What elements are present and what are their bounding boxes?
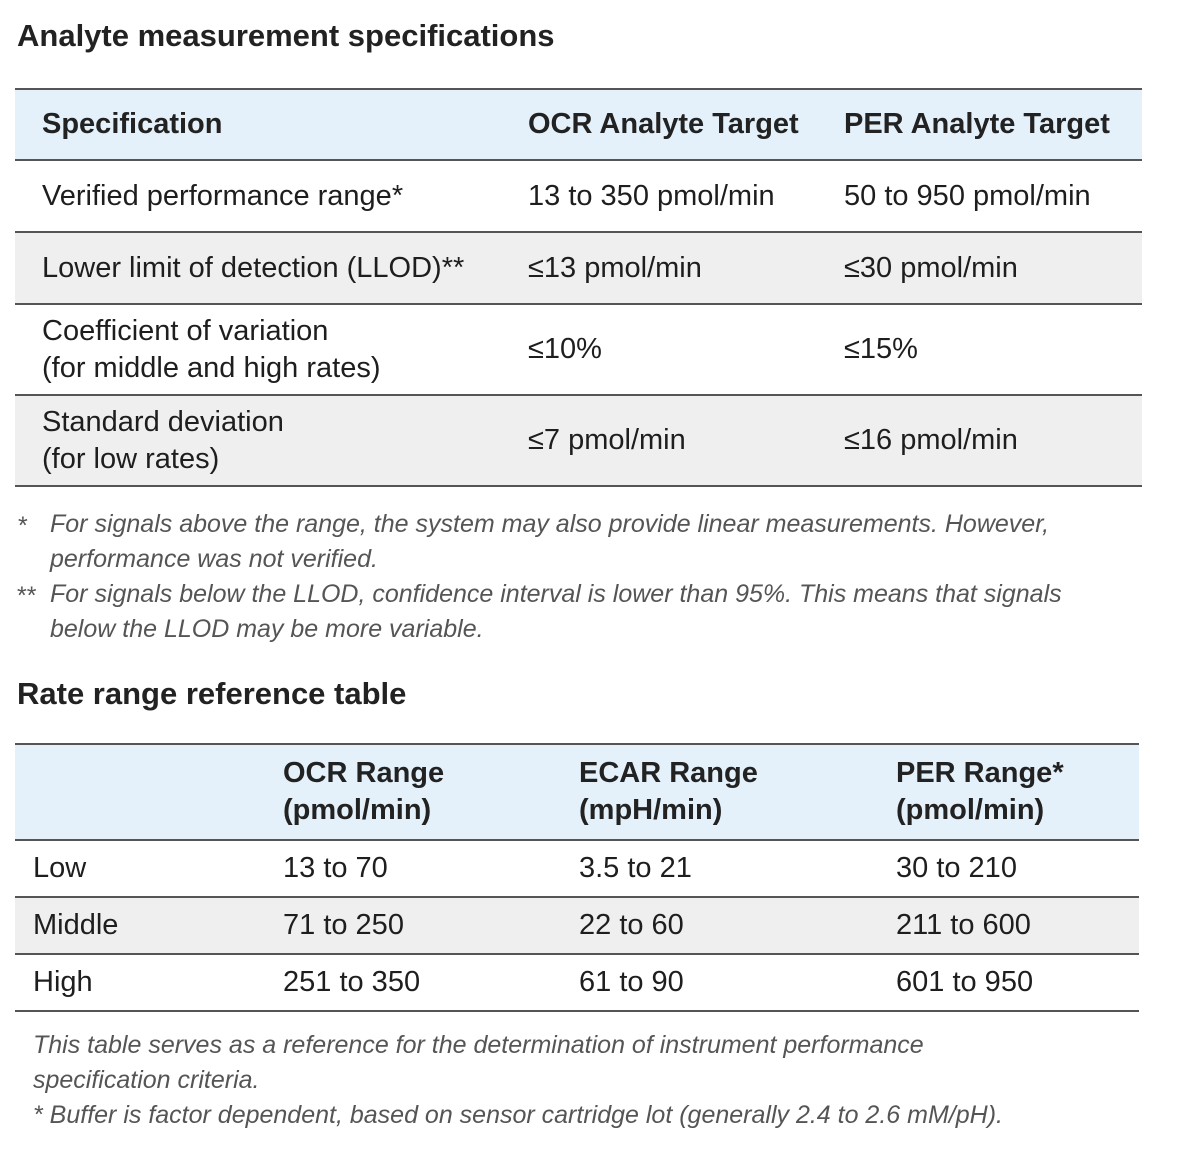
column-header-title: OCR Range — [283, 757, 445, 789]
spec-name-qualifier: (for low rates) — [42, 442, 220, 475]
per-target-cell: ≤30 pmol/min — [844, 251, 1018, 284]
column-header-title: PER Range* — [896, 757, 1064, 789]
spec-name-cell: Lower limit of detection (LLOD)** — [15, 232, 528, 304]
ecar-range-cell: 61 to 90 — [579, 966, 684, 998]
rate-level-cell: High — [33, 966, 93, 998]
spec-name: Lower limit of detection (LLOD)** — [42, 251, 465, 284]
table-row: Coefficient of variation (for middle and… — [15, 304, 1142, 395]
ecar-range-cell: 3.5 to 21 — [579, 852, 692, 884]
column-header-unit: (mpH/min) — [579, 794, 723, 826]
analyte-spec-table: Specification OCR Analyte Target PER Ana… — [15, 88, 1142, 487]
table-header-row: OCR Range (pmol/min) ECAR Range (mpH/min… — [15, 744, 1139, 840]
per-target-cell: 50 to 950 pmol/min — [844, 179, 1091, 212]
table-footnote: * Buffer is factor dependent, based on s… — [33, 1101, 1003, 1129]
per-target-cell: ≤16 pmol/min — [844, 424, 1018, 456]
column-header: PER Analyte Target — [844, 108, 1110, 140]
spec-name-cell: Verified performance range* — [15, 160, 528, 232]
column-header-unit: (pmol/min) — [896, 794, 1045, 826]
ocr-target-cell: 13 to 350 pmol/min — [528, 179, 775, 212]
spec-name: Coefficient of variation — [42, 314, 329, 347]
footnote-marker: ** — [17, 582, 37, 610]
rate-level-cell: Middle — [33, 909, 119, 941]
per-range-cell: 211 to 600 — [896, 909, 1031, 941]
ocr-target-cell: ≤10% — [528, 333, 602, 365]
section-title-rate-range: Rate range reference table — [17, 676, 407, 711]
table-row: Lower limit of detection (LLOD)** ≤13 pm… — [15, 232, 1142, 304]
table-row: Verified performance range* 13 to 350 pm… — [15, 160, 1142, 232]
column-header-empty — [15, 744, 283, 840]
spec-name-cell: Coefficient of variation (for middle and… — [15, 304, 528, 395]
spec-name: Standard deviation — [42, 405, 284, 438]
ocr-target-cell: ≤13 pmol/min — [528, 251, 702, 284]
ocr-range-cell: 251 to 350 — [283, 966, 421, 998]
column-header: OCR Range (pmol/min) — [283, 744, 579, 840]
rate-range-table: OCR Range (pmol/min) ECAR Range (mpH/min… — [15, 743, 1139, 1012]
per-range-cell: 601 to 950 — [896, 966, 1034, 998]
table-row: Standard deviation (for low rates) ≤7 pm… — [15, 395, 1142, 486]
rate-level-cell: Low — [33, 852, 87, 884]
section-title-analyte-specs: Analyte measurement specifications — [17, 18, 555, 53]
ocr-range-cell: 13 to 70 — [283, 852, 388, 884]
ocr-range-cell: 71 to 250 — [283, 909, 404, 941]
per-target-cell: ≤15% — [844, 333, 918, 365]
footnote-text: For signals below the LLOD, confidence i… — [50, 580, 1062, 643]
column-header-unit: (pmol/min) — [283, 794, 432, 826]
ocr-target-cell: ≤7 pmol/min — [528, 424, 686, 456]
spec-name: Verified performance range* — [42, 179, 404, 212]
footnote-text: For signals above the range, the system … — [50, 510, 1050, 573]
spec-name-qualifier: (for middle and high rates) — [42, 351, 381, 384]
column-header: PER Range* (pmol/min) — [896, 744, 1139, 840]
table-note: This table serves as a reference for the… — [33, 1031, 924, 1094]
ecar-range-cell: 22 to 60 — [579, 909, 684, 941]
footnote-marker: * — [18, 512, 28, 540]
table-row: High 251 to 350 61 to 90 601 to 950 — [15, 954, 1139, 1011]
spec-name-cell: Standard deviation (for low rates) — [15, 395, 528, 486]
column-header: Specification — [42, 108, 223, 140]
table-row: Low 13 to 70 3.5 to 21 30 to 210 — [15, 840, 1139, 897]
column-header: ECAR Range (mpH/min) — [579, 744, 896, 840]
column-header-title: ECAR Range — [579, 757, 758, 789]
column-header: OCR Analyte Target — [528, 108, 799, 140]
table-row: Middle 71 to 250 22 to 60 211 to 600 — [15, 897, 1139, 954]
table-header-row: Specification OCR Analyte Target PER Ana… — [15, 89, 1142, 160]
per-range-cell: 30 to 210 — [896, 852, 1017, 884]
